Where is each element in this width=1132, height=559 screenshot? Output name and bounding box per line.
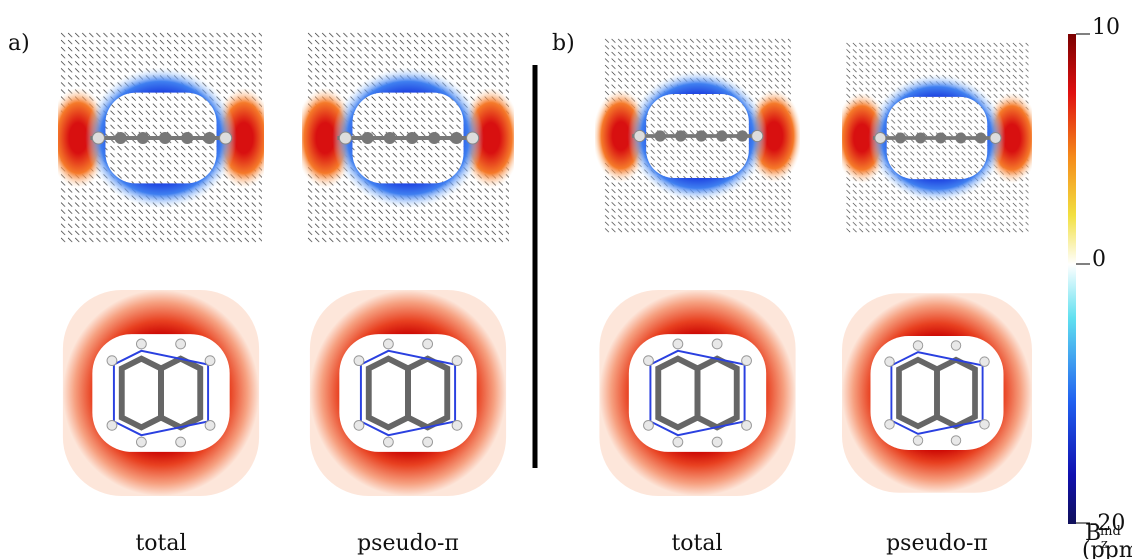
column-label: total bbox=[135, 531, 186, 556]
field-map bbox=[48, 32, 274, 244]
current-map bbox=[599, 290, 795, 496]
column-label: pseudo-π bbox=[357, 531, 459, 556]
column-label: total bbox=[671, 531, 722, 556]
field-map bbox=[295, 32, 521, 244]
current-map bbox=[310, 290, 506, 496]
colorbar-label: 0 bbox=[1092, 247, 1106, 272]
colorbar-unit: (ppm) bbox=[1082, 538, 1132, 559]
panel-label: b) bbox=[552, 31, 575, 56]
field-map bbox=[835, 42, 1040, 234]
column-label: pseudo-π bbox=[886, 531, 988, 556]
figure: a) b) total pseudo-π total pseudo-π 10 0… bbox=[0, 0, 1132, 559]
colorbar bbox=[1068, 34, 1076, 524]
current-map bbox=[63, 290, 259, 496]
current-map bbox=[842, 293, 1032, 493]
panel-label: a) bbox=[8, 31, 30, 56]
colorbar-label: 10 bbox=[1092, 15, 1120, 40]
field-map bbox=[593, 38, 802, 234]
